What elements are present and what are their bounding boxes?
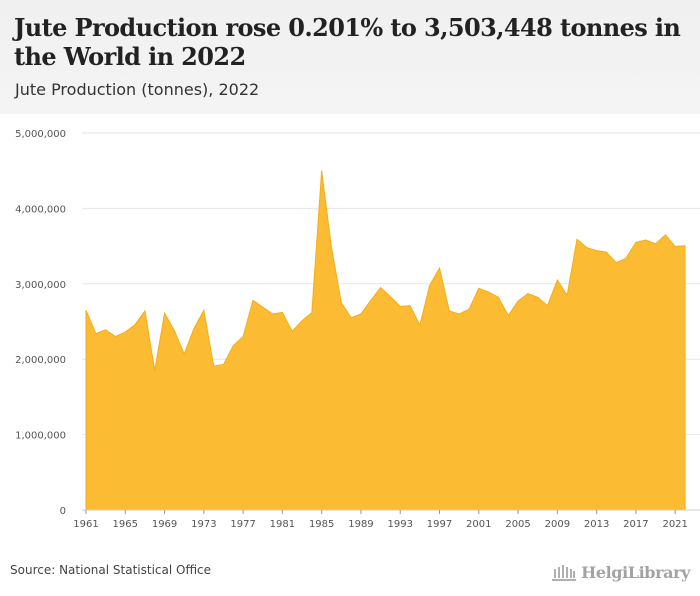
source-note: Source: National Statistical Office (10, 563, 212, 577)
x-tick-label: 2017 (623, 519, 648, 530)
x-tick-label: 1985 (309, 519, 334, 530)
x-tick-label: 2001 (466, 519, 491, 530)
y-tick-label: 3,000,000 (15, 280, 66, 291)
y-tick-label: 4,000,000 (15, 204, 66, 215)
x-tick-label: 2009 (545, 519, 570, 530)
library-building-icon (552, 565, 577, 581)
x-tick-label: 2005 (505, 519, 530, 530)
y-axis-ticks: 0 1,000,000 2,000,000 3,000,000 4,000,000 5,0… (15, 129, 66, 517)
brand-logo[interactable]: HelgiLibrary (551, 560, 690, 584)
area-chart: 0 1,000,000 2,000,000 3,000,000 4,000,000 5,0… (15, 129, 700, 530)
x-tick-label: 2021 (662, 519, 687, 530)
chart-subtitle: Jute Production (tonnes), 2022 (15, 80, 260, 99)
brand-name: HelgiLibrary (581, 562, 690, 582)
x-tick-label: 1993 (388, 519, 413, 530)
x-tick-label: 1973 (191, 519, 216, 530)
x-tick-label: 1961 (73, 519, 98, 530)
chart-title: Jute Production rose 0.201% to 3,503,448… (14, 13, 681, 71)
chart-header: Jute Production rose 0.201% to 3,503,448… (0, 0, 700, 114)
x-tick-label: 1997 (427, 519, 452, 530)
data-area (82, 170, 700, 511)
y-tick-label: 5,000,000 (15, 129, 66, 140)
x-tick-label: 1977 (230, 519, 255, 530)
x-tick-label: 2013 (584, 519, 609, 530)
y-tick-label: 1,000,000 (15, 431, 66, 442)
x-tick-label: 1965 (113, 519, 138, 530)
x-tick-label: 1989 (348, 519, 373, 530)
y-tick-label: 2,000,000 (15, 355, 66, 366)
x-axis-ticks: 1961 1965 1969 1973 1977 1981 1985 1989 1993 1997… (73, 510, 688, 530)
y-tick-label: 0 (60, 506, 66, 517)
x-tick-label: 1981 (270, 519, 295, 530)
series-area (85, 170, 686, 511)
x-tick-label: 1969 (152, 519, 177, 530)
